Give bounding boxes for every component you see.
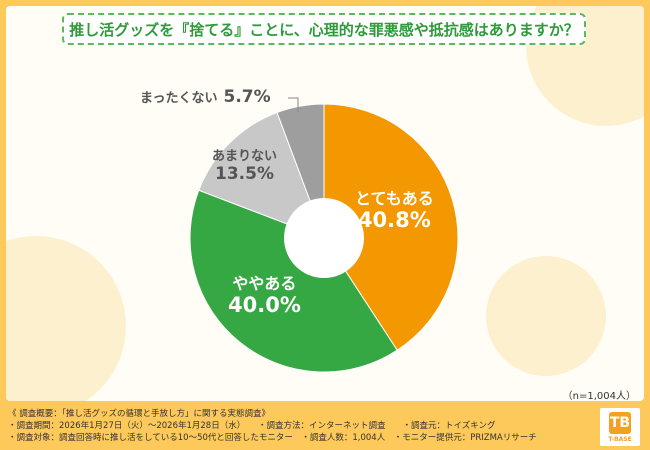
footer-line: ・調査対象：調査回答時に推し活をしている10～50代と回答したモニター ・調査人… (8, 433, 537, 443)
label-totemo: とてもある 40.8% (355, 189, 434, 233)
t-base-logo: TB T-BASE (600, 408, 640, 446)
sample-size: （n=1,004人） (562, 391, 636, 402)
survey-footer: 《 調査概要：「推し活グッズの循環と手放し方」に関する実態調査》 ・調査期間：2… (8, 408, 537, 444)
slice-2 (198, 111, 325, 239)
footer-line: ・調査期間：2026年1月27日（火）～2026年1月28日（水） ・調査方法：… (8, 421, 496, 431)
slice-1 (189, 189, 398, 373)
leader-line (288, 97, 299, 112)
footer-line: 《 調査概要：「推し活グッズの循環と手放し方」に関する実態調査》 (8, 409, 270, 419)
label-amari: あまりない 13.5% (212, 149, 278, 184)
label-mattaku: まったくない 5.7% (140, 87, 271, 107)
donut-hole (284, 198, 364, 278)
label-yaya: ややある 40.0% (228, 274, 301, 318)
chart-title: 推し活グッズを『捨てる』ことに、心理的な罪悪感や抵抗感はありますか？ (62, 13, 586, 45)
